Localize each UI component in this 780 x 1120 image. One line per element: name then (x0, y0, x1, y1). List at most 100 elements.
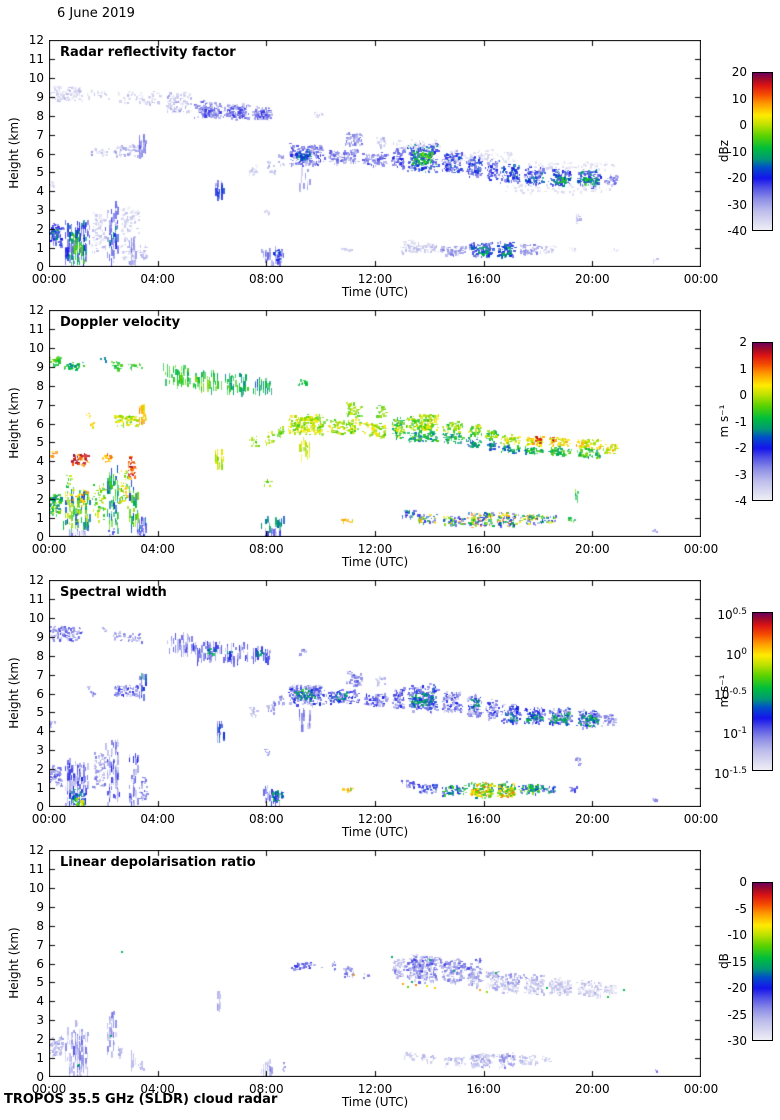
x-tick-label: 08:00 (249, 542, 284, 556)
x-tick-label: 12:00 (357, 812, 393, 826)
y-tick-label: 11 (28, 51, 44, 66)
y-tick-label: 6 (36, 956, 44, 971)
y-tick-label: 6 (36, 686, 44, 701)
y-tick-label: 6 (36, 416, 44, 431)
y-tick-label: 4 (36, 994, 44, 1009)
colorbar-tick-label: -3 (735, 467, 747, 482)
y-tick-label: 3 (36, 203, 44, 218)
y-tick-label: 10 (28, 70, 44, 85)
colorbar-tick-label: -30 (727, 197, 747, 212)
x-tick-label: 04:00 (140, 1082, 175, 1096)
colorbar-doppler (752, 342, 773, 501)
y-tick-label: 5 (36, 165, 44, 180)
x-tick-label: 20:00 (575, 1082, 610, 1096)
colorbar-tick-label: 10-1.5 (714, 766, 747, 781)
y-tick-label: 7 (36, 667, 44, 682)
colorbar-tick-label: 10-0.5 (714, 686, 747, 702)
x-tick-label: 00:00 (31, 542, 67, 556)
y-tick-label: 1 (36, 781, 44, 796)
y-tick-label: 10 (28, 610, 44, 625)
x-tick-label: 20:00 (575, 272, 610, 286)
colorbar-tick-label: -4 (735, 494, 747, 508)
x-axis-label: Time (UTC) (341, 285, 409, 299)
x-tick-label: 12:00 (357, 542, 393, 556)
y-tick-label: 9 (36, 629, 44, 644)
colorbar-tick-label: 10 (731, 91, 747, 106)
y-tick-label: 8 (36, 108, 44, 123)
y-tick-label: 4 (36, 454, 44, 469)
y-tick-label: 3 (36, 743, 44, 758)
panel-title: Radar reflectivity factor (60, 45, 236, 60)
x-axis-label: Time (UTC) (341, 1095, 409, 1109)
y-tick-label: 9 (36, 89, 44, 104)
panel-title: Linear depolarisation ratio (60, 855, 256, 870)
x-tick-label: 16:00 (466, 272, 501, 286)
y-tick-label: 12 (28, 573, 44, 587)
y-tick-label: 11 (28, 861, 44, 876)
colorbar-tick-label: 0 (739, 875, 747, 889)
x-tick-label: 04:00 (140, 272, 175, 286)
colorbar-tick-exponent: -0.5 (729, 686, 747, 697)
colorbar-tick-label: -15 (727, 954, 747, 969)
y-tick-label: 4 (36, 724, 44, 739)
colorbar-tick-exponent: 0.5 (732, 607, 747, 617)
y-tick-label: 4 (36, 184, 44, 199)
colorbar-tick-label: -40 (727, 224, 747, 238)
colorbar-spectral-width (752, 612, 773, 771)
panel-doppler-velocity: Doppler velocity Height (km) Time (UTC) … (0, 303, 780, 580)
colorbar-tick-label: 1 (739, 361, 747, 376)
y-tick-label: 1 (36, 241, 44, 256)
colorbar-tick-label: -25 (727, 1007, 747, 1022)
y-tick-label: 9 (36, 359, 44, 374)
y-tick-label: 0 (36, 530, 44, 544)
heatmap-canvas-ldr (49, 850, 701, 1077)
colorbar-tick-exponent: -1 (738, 726, 747, 737)
y-tick-label: 1 (36, 1051, 44, 1066)
x-tick-label: 04:00 (140, 812, 175, 826)
x-tick-label: 08:00 (249, 272, 284, 286)
x-tick-label: 08:00 (249, 812, 284, 826)
y-tick-label: 0 (36, 1070, 44, 1084)
x-tick-label: 04:00 (140, 542, 175, 556)
date-label: 6 June 2019 (57, 6, 135, 21)
y-tick-label: 7 (36, 127, 44, 142)
y-tick-label: 5 (36, 435, 44, 450)
y-tick-label: 1 (36, 511, 44, 526)
colorbar-ldr (752, 882, 773, 1041)
x-axis-label: Time (UTC) (341, 825, 409, 839)
panel-reflectivity: Radar reflectivity factor Height (km) Ti… (0, 33, 780, 310)
colorbar-tick-label: 20 (731, 65, 747, 79)
x-tick-label: 12:00 (357, 1082, 393, 1096)
colorbar-tick-label: 2 (739, 335, 747, 349)
y-tick-label: 3 (36, 473, 44, 488)
y-tick-label: 10 (28, 880, 44, 895)
panel-ldr: Linear depolarisation ratio Height (km) … (0, 843, 780, 1120)
y-tick-label: 2 (36, 492, 44, 507)
x-tick-label: 00:00 (31, 812, 67, 826)
y-tick-label: 10 (28, 340, 44, 355)
colorbar-tick-label: 0 (739, 388, 747, 402)
y-tick-label: 5 (36, 975, 44, 990)
y-tick-label: 12 (28, 303, 44, 317)
y-tick-label: 8 (36, 648, 44, 663)
colorbar-tick-label: -10 (727, 928, 747, 942)
y-tick-label: 11 (28, 321, 44, 336)
colorbar-tick-label: -1 (735, 414, 747, 429)
colorbar-reflectivity (752, 72, 773, 231)
y-tick-label: 12 (28, 843, 44, 857)
colorbar-tick-label: -20 (727, 981, 747, 995)
y-tick-label: 7 (36, 937, 44, 952)
y-tick-label: 6 (36, 146, 44, 161)
y-tick-label: 8 (36, 378, 44, 393)
y-tick-label: 9 (36, 899, 44, 914)
heatmap-canvas-doppler (49, 310, 701, 537)
y-tick-label: 3 (36, 1013, 44, 1028)
panel-title: Spectral width (60, 585, 167, 600)
heatmap-canvas-spectral-width (49, 580, 701, 807)
y-tick-label: 7 (36, 397, 44, 412)
y-tick-label: 2 (36, 1032, 44, 1047)
colorbar-tick-label: -2 (735, 441, 747, 455)
colorbar-tick-label: -10 (727, 144, 747, 159)
y-tick-label: 11 (28, 591, 44, 606)
